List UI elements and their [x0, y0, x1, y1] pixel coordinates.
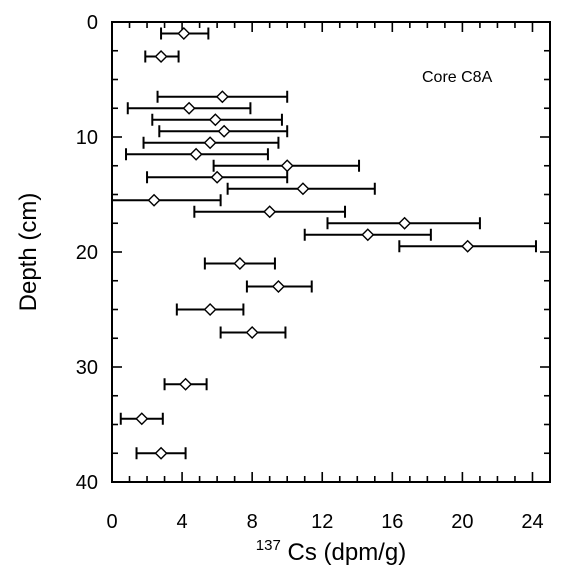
core-annotation: Core C8A [422, 69, 493, 86]
data-point-diamond [280, 159, 294, 173]
data-point-diamond [203, 136, 217, 150]
data-point-diamond [179, 377, 193, 391]
x-tick-label: 12 [311, 511, 333, 533]
data-point-diamond [135, 412, 149, 426]
y-tick-label: 40 [76, 472, 98, 494]
y-minor-ticks [112, 21, 550, 483]
data-point-diamond [271, 280, 285, 293]
x-tick-label: 4 [177, 511, 188, 533]
data-point-diamond [245, 326, 259, 339]
data-point-diamond [147, 193, 161, 207]
data-point-diamond [461, 239, 475, 253]
data-point-diamond [361, 228, 375, 242]
x-tick-label: 16 [381, 511, 403, 533]
data-point-diamond [217, 124, 231, 138]
data-point-diamond [182, 101, 196, 115]
data-point-diamond [215, 90, 229, 104]
x-tick-label: 24 [521, 511, 543, 533]
y-tick-label: 0 [87, 12, 98, 34]
data-point-diamond [154, 446, 168, 460]
data-point-diamond [203, 303, 217, 316]
data-point-diamond [177, 27, 191, 40]
y-axis-title: Depth (cm) [15, 193, 42, 312]
y-tick-labels: 0 10 20 30 40 [76, 12, 98, 494]
data-layer [111, 27, 537, 460]
plot-frame [111, 21, 551, 483]
x-tick-label: 20 [451, 511, 473, 533]
data-point-diamond [210, 170, 224, 184]
x-tick-label: 0 [106, 511, 117, 533]
data-point-diamond [208, 113, 222, 127]
data-point-diamond [398, 216, 412, 230]
data-point-diamond [263, 205, 277, 219]
data-point-diamond [233, 257, 247, 270]
data-point-diamond [154, 50, 168, 63]
x-tick-label: 8 [247, 511, 258, 533]
data-point-diamond [296, 182, 310, 196]
x-axis-title-main: Cs (dpm/g) [288, 539, 407, 566]
x-axis-title-superscript: 137 [256, 537, 281, 554]
y-tick-label: 30 [76, 357, 98, 379]
y-tick-label: 10 [76, 127, 98, 149]
x-tick-labels: 0 4 8 12 16 20 24 [106, 511, 543, 533]
x-axis-title: 137 Cs (dpm/g) [256, 529, 406, 566]
y-tick-label: 20 [76, 242, 98, 264]
x-minor-ticks [111, 22, 551, 482]
data-point-diamond [189, 147, 203, 161]
